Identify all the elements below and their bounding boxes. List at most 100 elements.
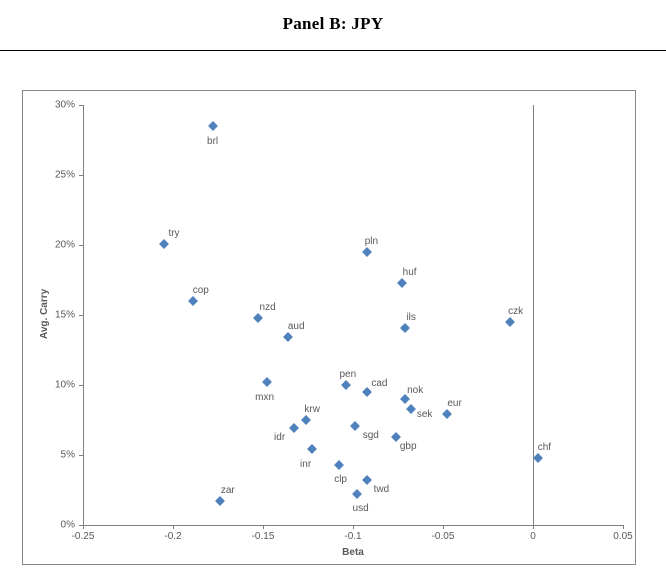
data-label: pln [365, 236, 378, 247]
data-point [263, 379, 270, 386]
data-label: cop [193, 285, 209, 296]
data-label: aud [288, 321, 305, 332]
data-point [285, 334, 292, 341]
data-point [407, 405, 414, 412]
scatter-plot: -0.25-0.2-0.15-0.1-0.0500.050%5%10%15%20… [83, 105, 623, 525]
y-tick [79, 455, 83, 456]
x-tick [83, 525, 84, 529]
data-point [443, 411, 450, 418]
y-tick [79, 385, 83, 386]
x-tick [623, 525, 624, 529]
diamond-marker [397, 278, 407, 288]
diamond-marker [301, 415, 311, 425]
x-tick-label: 0 [530, 531, 536, 542]
y-tick-label: 5% [61, 450, 75, 461]
x-tick [533, 525, 534, 529]
data-point [398, 279, 405, 286]
data-point [335, 461, 342, 468]
data-point [364, 477, 371, 484]
diamond-marker [505, 317, 515, 327]
diamond-marker [208, 121, 218, 131]
x-tick-label: -0.05 [432, 531, 455, 542]
data-label: eur [447, 398, 461, 409]
diamond-marker [533, 453, 543, 463]
data-point [506, 319, 513, 326]
panel-title: Panel B: JPY [0, 0, 666, 34]
data-point [351, 422, 358, 429]
data-point [535, 454, 542, 461]
y-axis-title: Avg. Carry [39, 289, 50, 339]
data-point [402, 396, 409, 403]
diamond-marker [289, 423, 299, 433]
x-tick [443, 525, 444, 529]
diamond-marker [362, 475, 372, 485]
diamond-marker [352, 489, 362, 499]
data-label: nok [407, 385, 423, 396]
diamond-marker [253, 313, 263, 323]
x-tick-label: -0.2 [164, 531, 181, 542]
data-label: idr [274, 432, 285, 443]
x-axis-title: Beta [342, 547, 364, 558]
y-tick-label: 25% [55, 170, 75, 181]
divider [0, 50, 666, 51]
data-point [290, 425, 297, 432]
y-tick [79, 245, 83, 246]
y-tick-label: 0% [61, 520, 75, 531]
y-tick [79, 105, 83, 106]
data-label: inr [300, 459, 311, 470]
data-point [308, 446, 315, 453]
data-label: sek [417, 409, 433, 420]
y-tick [79, 315, 83, 316]
diamond-marker [362, 247, 372, 257]
x-tick [263, 525, 264, 529]
data-point [216, 498, 223, 505]
data-label: clp [334, 474, 347, 485]
data-point [364, 249, 371, 256]
data-point [209, 123, 216, 130]
data-point [353, 491, 360, 498]
diamond-marker [334, 460, 344, 470]
data-label: krw [304, 404, 320, 415]
data-point [161, 240, 168, 247]
data-label: huf [403, 267, 417, 278]
x-tick-label: -0.1 [344, 531, 361, 542]
diamond-marker [400, 323, 410, 333]
diamond-marker [341, 380, 351, 390]
data-point [402, 324, 409, 331]
y-tick-label: 10% [55, 380, 75, 391]
data-point [189, 298, 196, 305]
data-label: brl [207, 136, 218, 147]
data-point [303, 417, 310, 424]
data-label: chf [538, 442, 551, 453]
diamond-marker [262, 377, 272, 387]
diamond-marker [215, 496, 225, 506]
diamond-marker [159, 239, 169, 249]
diamond-marker [350, 421, 360, 431]
data-label: twd [374, 484, 390, 495]
data-label: sgd [363, 430, 379, 441]
data-label: try [168, 228, 179, 239]
x-tick [173, 525, 174, 529]
y-tick [79, 525, 83, 526]
data-label: gbp [400, 441, 417, 452]
diamond-marker [188, 296, 198, 306]
y-tick-label: 30% [55, 100, 75, 111]
data-label: usd [353, 503, 369, 514]
data-label: nzd [260, 302, 276, 313]
y-tick [79, 175, 83, 176]
x-tick-label: 0.05 [613, 531, 632, 542]
data-label: ils [406, 312, 415, 323]
data-label: mxn [255, 392, 274, 403]
diamond-marker [406, 404, 416, 414]
data-point [364, 389, 371, 396]
y-tick-label: 20% [55, 240, 75, 251]
diamond-marker [442, 409, 452, 419]
x-tick-label: -0.15 [252, 531, 275, 542]
y-tick-label: 15% [55, 310, 75, 321]
data-label: cad [371, 378, 387, 389]
zero-line [533, 105, 534, 525]
diamond-marker [307, 444, 317, 454]
data-point [342, 382, 349, 389]
data-point [393, 433, 400, 440]
x-tick [353, 525, 354, 529]
